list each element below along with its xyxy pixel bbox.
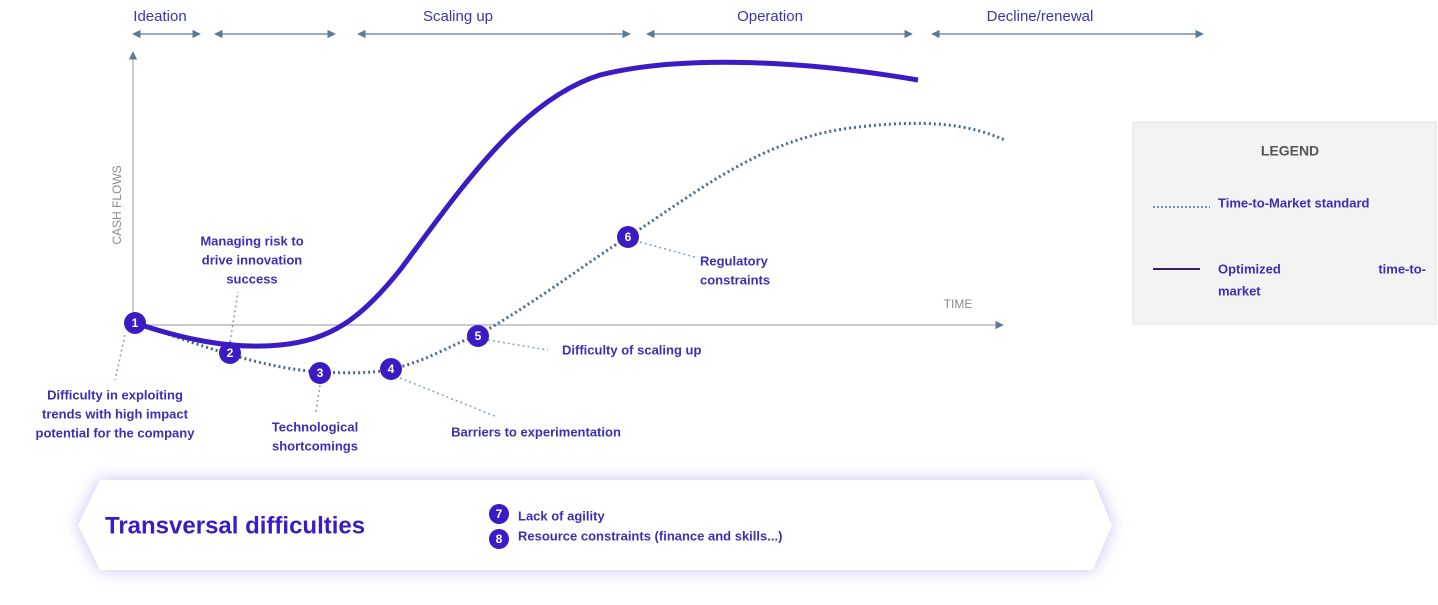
- point-label: trends with high impact: [42, 406, 189, 421]
- point-marker: [219, 342, 241, 364]
- item-label: Resource constraints (finance and skills…: [518, 528, 782, 543]
- item-badge: [489, 529, 509, 549]
- point-label: potential for the company: [36, 425, 196, 440]
- point-marker: [309, 362, 331, 384]
- point-number: 2: [227, 346, 234, 360]
- y-axis-label: CASH FLOWS: [110, 165, 124, 244]
- point-label: Regulatory: [700, 253, 769, 268]
- banner: [78, 480, 1112, 570]
- point-number: 3: [317, 366, 324, 380]
- point-number: 4: [388, 362, 395, 376]
- legend-box: [1132, 121, 1437, 325]
- point-label: Managing risk to: [200, 233, 303, 248]
- optimized-curve: [134, 59, 919, 349]
- point-marker: [467, 325, 489, 347]
- point-label: Technological: [272, 419, 358, 434]
- point-label: shortcomings: [272, 438, 358, 453]
- legend-label: time-to-: [1378, 261, 1426, 276]
- point-label: Difficulty in exploiting: [47, 387, 183, 402]
- banner-title: Transversal difficulties: [105, 512, 365, 539]
- point-label: Barriers to experimentation: [451, 424, 621, 439]
- legend-title: LEGEND: [1261, 143, 1319, 159]
- x-axis-label: TIME: [944, 297, 973, 311]
- legend-label: market: [1218, 283, 1261, 298]
- phase-label: Operation: [737, 8, 803, 25]
- point-label: Difficulty of scaling up: [562, 342, 701, 357]
- point-number: 1: [132, 316, 139, 330]
- point-marker: [124, 312, 146, 334]
- phase-label: Scaling up: [423, 8, 493, 25]
- point-number: 6: [625, 230, 632, 244]
- point-number: 5: [475, 329, 482, 343]
- legend-label: Optimized: [1218, 261, 1281, 276]
- legend-label: Time-to-Market standard: [1218, 195, 1370, 210]
- point-marker: [617, 226, 639, 248]
- item-number: 8: [496, 532, 503, 546]
- standard-curve: [134, 121, 1006, 375]
- point-marker: [380, 358, 402, 380]
- item-badge: [489, 504, 509, 524]
- leaders: [114, 241, 699, 418]
- point-label: success: [226, 271, 277, 286]
- item-number: 7: [496, 507, 503, 521]
- point-label: drive innovation: [202, 252, 302, 267]
- phase-label: Decline/renewal: [987, 8, 1094, 25]
- item-label: Lack of agility: [518, 508, 605, 523]
- point-label: constraints: [700, 272, 770, 287]
- phase-label: Ideation: [133, 8, 186, 25]
